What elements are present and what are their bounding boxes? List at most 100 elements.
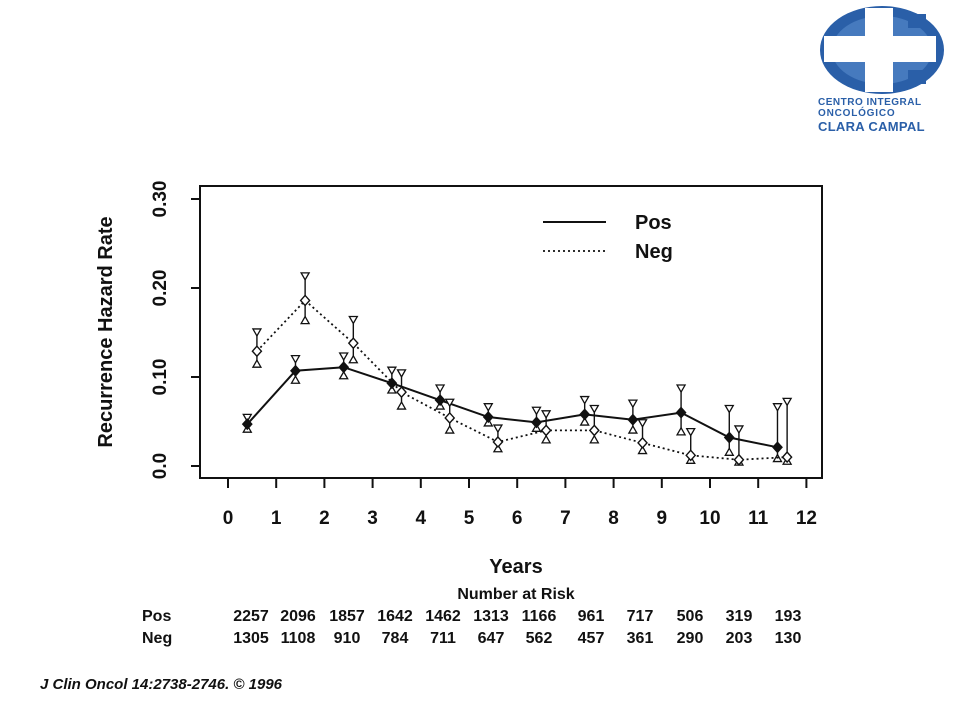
error-cap-lower-neg <box>299 315 311 325</box>
risk-cell: 711 <box>430 630 456 647</box>
error-cap-upper-neg <box>396 369 407 379</box>
error-cap-lower-neg <box>251 358 263 368</box>
error-cap-upper-pos <box>627 399 639 409</box>
x-tick-label: 5 <box>464 508 475 529</box>
error-cap-lower-neg <box>396 400 407 410</box>
error-cap-upper-neg <box>589 404 600 414</box>
x-tick-label: 1 <box>271 508 282 529</box>
error-cap-upper-pos <box>483 403 494 413</box>
x-tick-label: 10 <box>699 508 720 529</box>
risk-cell: 203 <box>726 630 753 647</box>
error-cap-lower-neg <box>444 424 455 434</box>
medical-cross-logo-icon <box>820 6 944 94</box>
x-tick-label: 6 <box>512 508 523 529</box>
error-cap-upper-pos <box>434 384 446 394</box>
data-point-pos <box>627 413 639 426</box>
risk-cell: 1313 <box>473 608 509 625</box>
error-cap-upper-neg <box>444 398 455 408</box>
data-point-neg <box>637 436 648 449</box>
data-point-pos <box>531 416 542 429</box>
x-axis-title: Years <box>489 556 542 578</box>
x-tick-label: 2 <box>319 508 330 529</box>
error-cap-upper-neg <box>733 425 745 435</box>
series-layer <box>241 272 793 466</box>
error-cap-upper-pos <box>772 403 783 413</box>
data-point-neg <box>492 435 504 449</box>
risk-cell: 130 <box>775 630 802 647</box>
risk-cell: 1305 <box>233 630 269 647</box>
data-point-pos <box>723 431 735 444</box>
data-point-pos <box>675 406 687 419</box>
error-cap-lower-neg <box>492 443 504 453</box>
risk-cell: 784 <box>382 630 409 647</box>
y-tick-label: 0.10 <box>150 359 171 396</box>
error-cap-lower-pos <box>579 416 590 426</box>
error-cap-upper-neg <box>685 427 696 437</box>
data-point-pos <box>338 361 350 374</box>
error-cap-upper-neg <box>251 328 263 338</box>
risk-cell: 290 <box>677 630 704 647</box>
error-cap-upper-neg <box>492 424 504 434</box>
risk-cell: 1642 <box>377 608 413 625</box>
error-cap-lower-neg <box>540 434 552 444</box>
legend: Pos Neg <box>543 212 673 263</box>
data-point-neg <box>733 453 745 466</box>
error-cap-lower-pos <box>338 370 349 380</box>
y-axis-title: Recurrence Hazard Rate <box>95 216 117 447</box>
risk-row-label-neg: Neg <box>142 630 172 647</box>
risk-cell: 361 <box>627 630 654 647</box>
data-point-pos <box>772 441 783 454</box>
risk-cell: 2096 <box>280 608 316 625</box>
x-tick-label: 11 <box>748 508 769 529</box>
error-cap-upper-pos <box>290 354 301 364</box>
risk-cell: 961 <box>578 608 605 625</box>
error-cap-upper-neg <box>348 315 359 325</box>
data-point-pos <box>579 408 591 421</box>
x-tick-label: 7 <box>560 508 571 529</box>
data-point-neg <box>540 424 552 437</box>
risk-cell: 1166 <box>522 608 557 625</box>
error-cap-upper-neg <box>781 397 793 407</box>
error-cap-lower-neg <box>637 445 648 455</box>
x-tick-label: 4 <box>416 508 427 529</box>
risk-cell: 1108 <box>281 630 316 647</box>
error-cap-upper-pos <box>531 406 542 416</box>
error-cap-upper-pos <box>724 404 735 414</box>
legend-label-pos: Pos <box>635 212 672 234</box>
legend-label-neg: Neg <box>635 241 673 263</box>
data-point-neg <box>347 337 359 350</box>
data-point-neg <box>685 449 697 462</box>
y-tick-label: 0.0 <box>150 453 171 479</box>
risk-row-label-pos: Pos <box>142 608 171 625</box>
risk-table: Pos 2257 2096 1857 1642 1462 1313 1166 961 717 506… <box>142 608 801 647</box>
error-cap-upper-pos <box>386 366 398 376</box>
error-cap-lower-neg <box>589 434 600 444</box>
y-tick-label: 0.30 <box>150 181 171 218</box>
data-point-neg <box>781 451 793 464</box>
logo-line-1: CENTRO INTEGRAL <box>818 97 922 108</box>
logo-line-2: ONCOLÓGICO <box>818 108 896 119</box>
risk-cell: 647 <box>478 630 505 647</box>
error-cap-upper-pos <box>242 413 253 423</box>
error-cap-lower-pos <box>290 374 301 384</box>
error-cap-upper-pos <box>579 395 590 405</box>
x-axis: 0 1 2 3 4 5 6 7 8 9 10 11 12 <box>223 478 817 529</box>
logo-line-3: CLARA CAMPAL <box>818 119 925 134</box>
y-tick-label: 0.20 <box>150 270 171 307</box>
data-point-neg <box>588 424 600 437</box>
error-cap-upper-neg <box>540 410 552 420</box>
plot-frame <box>199 185 823 479</box>
risk-cell: 717 <box>627 608 654 625</box>
error-cap-upper-pos <box>675 384 687 394</box>
error-cap-lower-pos <box>627 424 639 434</box>
risk-cell: 457 <box>578 630 605 647</box>
series-line-pos <box>246 366 778 449</box>
error-cap-lower-pos <box>675 426 687 436</box>
risk-table-title: Number at Risk <box>457 586 574 603</box>
risk-cell: 319 <box>726 608 753 625</box>
y-axis: 0.0 0.10 0.20 0.30 <box>150 181 200 479</box>
x-tick-label: 3 <box>367 508 378 529</box>
data-point-neg <box>444 411 456 424</box>
data-point-neg <box>299 294 311 307</box>
